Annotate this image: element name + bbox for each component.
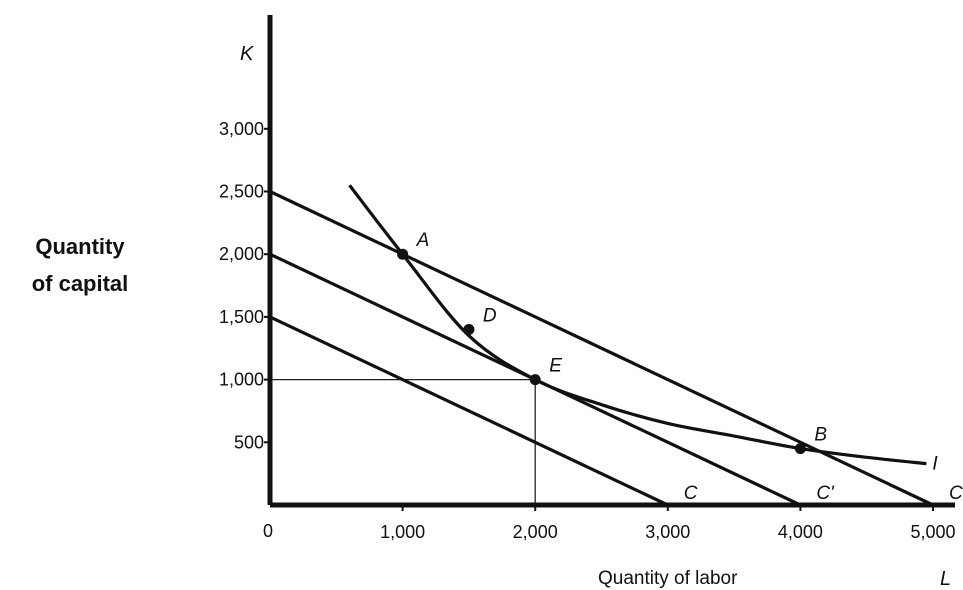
point-label-E: E	[549, 356, 562, 377]
point-label-B: B	[814, 425, 827, 446]
y-axis-letter: K	[240, 43, 255, 65]
x-tick-label: 5,000	[910, 522, 955, 542]
axes	[267, 15, 955, 508]
isocost-label-1: C	[684, 483, 698, 504]
point-A	[397, 248, 409, 260]
x-axis-title: Quantity of labor	[598, 568, 738, 589]
y-tick-label: 3,000	[219, 119, 264, 139]
y-tick-label: 1,000	[219, 370, 264, 390]
y-tick-label: 1,500	[219, 307, 264, 327]
origin-label: 0	[263, 521, 273, 541]
y-tick-label: 2,500	[219, 182, 264, 202]
isoquant-label: I	[932, 454, 938, 475]
y-tick-label: 2,000	[219, 244, 264, 264]
y-axis-title-line-1: Quantity	[35, 234, 125, 259]
isocost-line-3	[269, 190, 934, 507]
x-tick-label: 3,000	[645, 522, 690, 542]
point-label-D: D	[483, 305, 497, 326]
point-label-A: A	[416, 230, 430, 251]
x-tick-label: 4,000	[778, 522, 823, 542]
y-tick-label: 500	[234, 432, 264, 452]
ticks: 1,000 2,000 3,000 4,000 5,000 500 1,000 1,500 2,…	[219, 119, 956, 542]
isoquant-curve	[348, 184, 927, 466]
x-axis-letter: L	[940, 568, 951, 590]
points: A D E B	[397, 230, 827, 455]
x-tick-label: 2,000	[513, 522, 558, 542]
guide-lines	[270, 378, 536, 505]
isocost-line-1	[269, 315, 669, 507]
isocost-label-2: C'	[816, 483, 835, 504]
isocost-label-3: C''	[949, 483, 963, 504]
isoquant-group: I	[348, 184, 938, 475]
point-D	[463, 323, 475, 335]
y-axis-title-line-2: of capital	[31, 271, 129, 296]
point-E	[529, 374, 541, 386]
x-tick-label: 1,000	[380, 522, 425, 542]
point-B	[794, 443, 806, 455]
